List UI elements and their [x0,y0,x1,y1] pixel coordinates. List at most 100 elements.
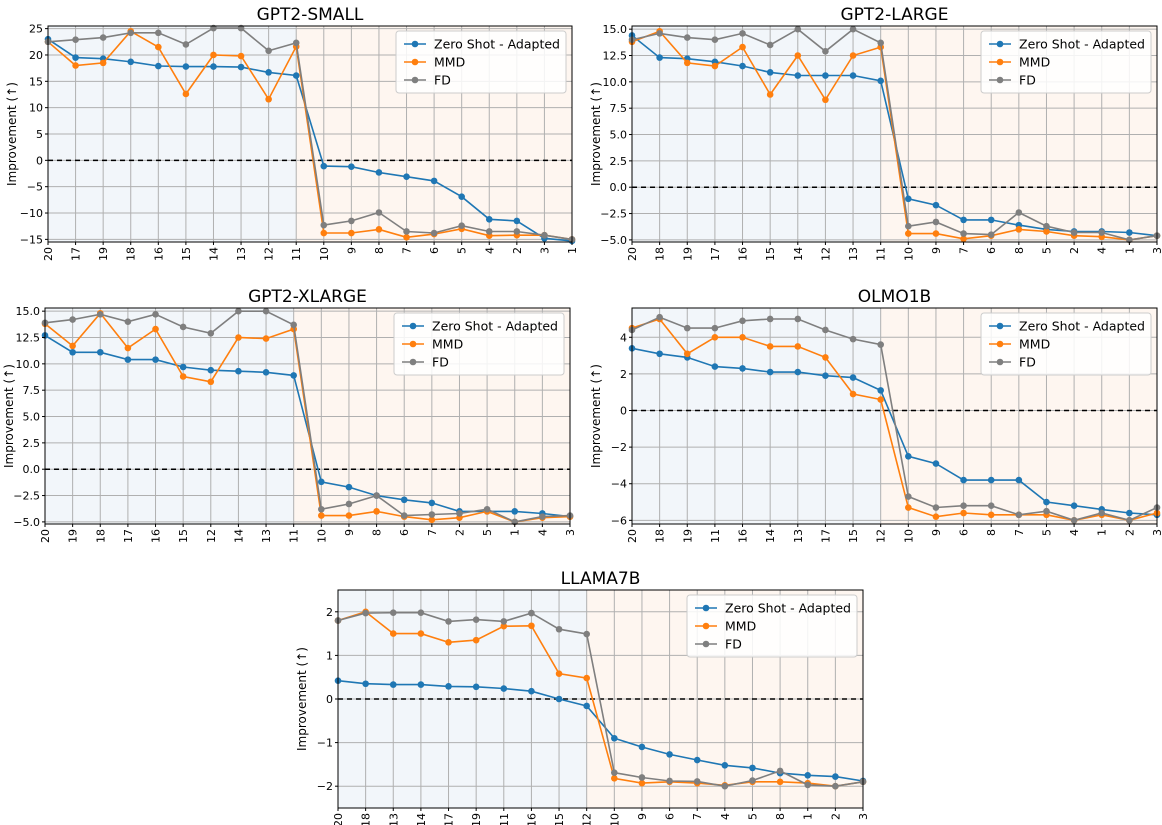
data-point [500,685,508,692]
y-tick-label: 7.5 [23,384,41,397]
data-point [1015,209,1023,216]
x-tick-label: 19 [97,247,110,261]
x-tick-label: 15 [764,247,777,261]
y-tick-label: 10.0 [603,76,628,89]
x-tick-label: 6 [985,247,998,254]
data-point [445,618,452,625]
legend-marker [409,322,417,330]
y-tick-label: 2 [620,368,627,381]
data-point [1043,507,1050,515]
data-point [905,493,912,500]
data-point [265,95,272,103]
data-point [960,476,967,484]
y-tick-label: 0 [620,405,627,418]
data-point [472,636,480,644]
data-point [362,609,369,617]
y-axis-label: Improvement (↑) [5,82,19,186]
y-tick-label: 1 [326,649,333,662]
data-point [583,674,590,682]
data-point [417,681,425,688]
data-point [528,609,535,617]
legend-marker [702,604,710,612]
y-tick-label: 15.0 [16,305,41,318]
x-tick-label: 7 [401,247,414,254]
data-point [500,622,508,630]
data-point [877,341,884,348]
data-point [1070,502,1078,509]
data-point [96,348,104,356]
y-tick-label: 2 [326,606,333,619]
x-tick-label: 1 [1123,247,1136,254]
data-point [822,326,829,334]
data-point [960,509,967,517]
x-tick-label: 10 [315,529,328,543]
x-tick-label: 3 [857,813,870,820]
data-point [794,368,802,376]
chart-panel: −6−4−20242018191116141317151210968754123… [589,287,1162,543]
legend-label: FD [1019,73,1036,88]
y-tick-label: −5.0 [13,516,40,529]
series-line [337,610,864,788]
data-point [127,58,135,66]
data-point [155,43,162,51]
x-tick-label: 14 [764,529,777,543]
data-point [235,307,242,315]
data-point [555,670,563,678]
x-tick-label: 17 [122,529,135,543]
legend-label: MMD [1019,337,1050,352]
data-point [693,778,701,785]
data-point [555,625,563,633]
series-line [47,38,573,242]
x-tick-label: 20 [626,529,639,543]
x-tick-label: 14 [232,529,245,543]
x-tick-label: 1 [802,813,815,820]
plot-frame [631,307,1158,525]
data-point [403,173,410,180]
data-point [656,30,663,37]
data-point [987,231,995,238]
data-point [417,630,425,637]
data-point [99,34,107,41]
plot-frame [44,307,571,525]
x-tick-label: 1 [566,247,579,254]
data-point [472,616,480,623]
series-line [44,310,571,523]
legend-marker [996,358,1004,366]
x-tick-label: 4 [1068,529,1081,536]
data-point [711,36,719,43]
y-tick-label: 4 [620,331,627,344]
data-point [373,492,380,499]
data-point [1070,229,1078,236]
x-tick-label: 20 [42,247,55,261]
y-tick-label: −2 [317,780,333,793]
data-point [1043,228,1050,235]
data-point [485,216,493,223]
x-tick-label: 15 [847,529,860,543]
chart-title: GPT2-LARGE [841,5,949,25]
x-tick-label: 18 [125,247,138,261]
x-tick-label: 9 [636,813,649,820]
data-point [348,163,355,170]
data-point [749,777,756,784]
x-tick-label: 3 [538,247,551,254]
data-point [932,218,940,226]
data-point [749,764,756,772]
data-point [932,460,940,467]
data-point [611,734,618,742]
data-point [832,773,839,780]
data-point [849,72,857,79]
y-tick-label: 15.0 [603,23,628,36]
data-point [1015,511,1023,519]
data-point [262,307,270,315]
legend-marker [409,358,417,366]
x-tick-label: 6 [664,813,677,820]
y-tick-label: −4 [611,478,627,491]
legend-marker [996,76,1004,84]
y-tick-label: −5.0 [600,234,627,247]
data-point [124,344,132,352]
data-point [155,29,162,37]
data-point [403,228,410,235]
legend-marker [996,40,1004,48]
data-point [400,512,408,519]
